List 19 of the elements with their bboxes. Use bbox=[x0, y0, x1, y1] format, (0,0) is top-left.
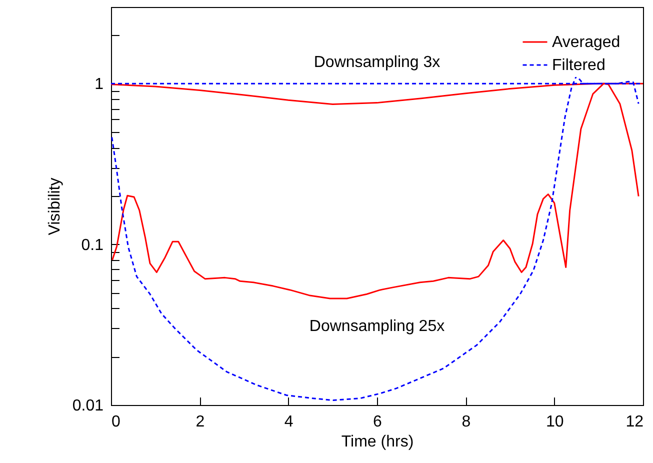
line-series bbox=[111, 75, 640, 402]
x-tick-label: 10 bbox=[546, 414, 564, 430]
y-axis-title: Visibility bbox=[46, 178, 64, 236]
x-tick-label: 0 bbox=[112, 414, 120, 430]
line-series bbox=[112, 82, 640, 300]
x-tick-label: 2 bbox=[196, 414, 205, 430]
line-series bbox=[111, 82, 643, 105]
legend-label: Filtered bbox=[552, 57, 606, 74]
x-tick-label: 12 bbox=[626, 414, 644, 430]
x-tick-label: 6 bbox=[373, 414, 382, 430]
y-tick-label: 0.01 bbox=[72, 398, 104, 414]
legend-label: Averaged bbox=[552, 34, 620, 51]
x-axis-title: Time (hrs) bbox=[341, 434, 414, 450]
annotation: Downsampling 3x bbox=[314, 54, 440, 71]
x-tick-label: 4 bbox=[284, 414, 294, 430]
y-tick-label: 0.1 bbox=[81, 236, 104, 254]
y-tick-label: 1 bbox=[94, 76, 104, 94]
annotation: Downsampling 25x bbox=[309, 318, 445, 335]
x-tick-label: 8 bbox=[462, 414, 471, 430]
